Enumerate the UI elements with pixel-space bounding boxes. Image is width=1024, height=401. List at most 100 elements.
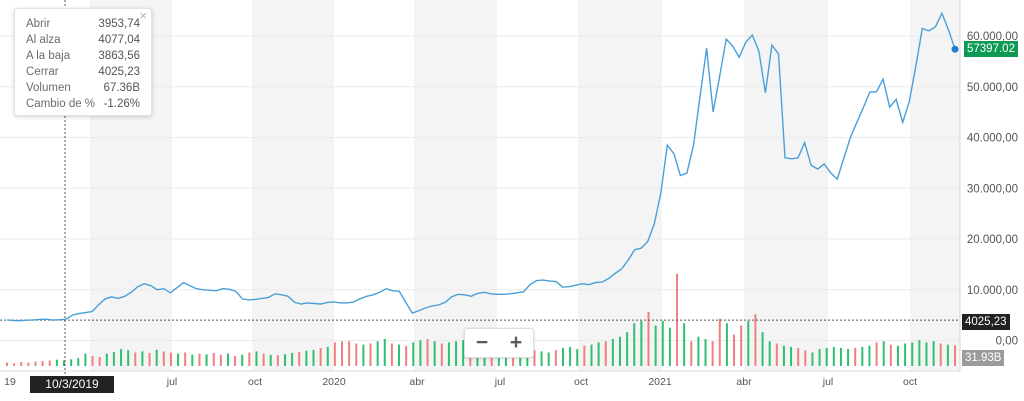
volume-bar bbox=[954, 345, 956, 366]
volume-bar bbox=[690, 341, 693, 366]
volume-bar bbox=[262, 353, 265, 366]
volume-bar bbox=[455, 341, 458, 366]
volume-bar bbox=[782, 345, 785, 366]
volume-bar bbox=[155, 349, 158, 366]
volume-bar bbox=[725, 323, 728, 366]
volume-bar bbox=[825, 348, 828, 366]
volume-bar bbox=[847, 349, 850, 366]
volume-bar bbox=[875, 342, 878, 366]
volume-bar bbox=[583, 345, 586, 366]
volume-bar bbox=[540, 351, 543, 366]
volume-bar bbox=[818, 349, 821, 366]
volume-bar bbox=[661, 321, 664, 366]
volume-bar bbox=[804, 350, 807, 366]
x-tick-label: jul bbox=[166, 376, 178, 388]
tooltip-row-change: Cambio de % -1.26% bbox=[26, 98, 140, 112]
volume-bar bbox=[576, 349, 579, 366]
volume-bar bbox=[868, 345, 871, 366]
volume-bar bbox=[911, 342, 914, 366]
volume-bar bbox=[20, 361, 23, 366]
volume-bar bbox=[747, 321, 750, 366]
volume-bar bbox=[932, 341, 935, 366]
tooltip-value: -1.26% bbox=[103, 98, 140, 110]
volume-bar bbox=[668, 327, 671, 366]
volume-bar bbox=[462, 340, 465, 366]
volume-bar bbox=[98, 357, 101, 366]
volume-bar bbox=[718, 318, 721, 366]
close-icon[interactable]: × bbox=[139, 8, 147, 23]
zoom-controls: − + bbox=[464, 328, 534, 358]
volume-bar bbox=[547, 352, 550, 366]
volume-bar bbox=[412, 342, 415, 366]
y-tick-label: 40.000,00 bbox=[967, 133, 1018, 145]
zoom-in-button[interactable]: + bbox=[509, 331, 523, 354]
zoom-out-button[interactable]: − bbox=[475, 331, 489, 354]
volume-bar bbox=[305, 350, 308, 366]
volume-bar bbox=[561, 348, 564, 366]
volume-bar bbox=[775, 343, 778, 366]
volume-bar bbox=[191, 354, 194, 366]
x-tick-label: jul bbox=[494, 376, 506, 388]
y-tick-label: 10.000,00 bbox=[967, 285, 1018, 297]
volume-bar bbox=[162, 351, 165, 366]
tooltip-row-low: A la baja 3863,56 bbox=[26, 50, 140, 64]
volume-bar bbox=[13, 363, 16, 366]
volume-bar bbox=[234, 355, 237, 366]
tooltip-value: 67.36B bbox=[103, 82, 140, 94]
volume-bar bbox=[711, 341, 714, 366]
volume-bar bbox=[283, 354, 286, 366]
tooltip-value: 4025,23 bbox=[98, 66, 140, 78]
volume-bar bbox=[177, 353, 180, 366]
volume-bar bbox=[440, 343, 443, 366]
tooltip-label: Cerrar bbox=[26, 66, 59, 78]
volume-bar bbox=[55, 359, 58, 366]
volume-bar bbox=[647, 312, 650, 366]
volume-bar bbox=[604, 341, 607, 366]
volume-bar bbox=[84, 353, 87, 366]
volume-bar bbox=[797, 348, 800, 366]
volume-bar bbox=[91, 355, 94, 366]
volume-bar bbox=[112, 352, 115, 366]
volume-bar bbox=[341, 341, 344, 366]
volume-bar bbox=[291, 352, 294, 366]
tooltip-label: Cambio de % bbox=[26, 98, 96, 110]
volume-bar bbox=[333, 342, 336, 366]
volume-bar bbox=[419, 340, 422, 366]
volume-bar bbox=[754, 314, 757, 366]
volume-bar bbox=[34, 361, 37, 366]
y-tick-label: 60.000,00 bbox=[967, 31, 1018, 43]
volume-bar bbox=[768, 341, 771, 366]
tooltip-row-volume: Volumen 67.36B bbox=[26, 82, 140, 96]
volume-bar bbox=[312, 349, 315, 366]
volume-bar bbox=[811, 352, 814, 366]
tooltip-label: Volumen bbox=[26, 82, 71, 94]
volume-bar bbox=[70, 359, 73, 366]
volume-bar bbox=[533, 350, 536, 366]
month-band bbox=[252, 0, 334, 371]
volume-bar bbox=[889, 344, 892, 366]
volume-bar bbox=[925, 342, 928, 366]
volume-bar bbox=[761, 332, 764, 366]
volume-bar bbox=[6, 362, 8, 366]
volume-bar bbox=[205, 354, 208, 366]
volume-bar bbox=[369, 343, 372, 366]
y-tick-label: 30.000,00 bbox=[967, 183, 1018, 195]
volume-bar bbox=[633, 323, 636, 366]
volume-bar bbox=[241, 354, 244, 366]
y-tick-label: 50.000,00 bbox=[967, 82, 1018, 94]
volume-bar bbox=[704, 339, 707, 366]
crosshair-price-badge: 4025,23 bbox=[962, 314, 1010, 330]
volume-bar bbox=[148, 352, 151, 366]
volume-bar bbox=[184, 352, 187, 366]
volume-bar bbox=[269, 354, 272, 366]
volume-bar bbox=[433, 341, 436, 366]
volume-bar bbox=[134, 352, 137, 366]
last-price-badge: 57397.02 bbox=[964, 41, 1018, 57]
month-band bbox=[910, 0, 960, 371]
volume-bar bbox=[226, 353, 229, 366]
volume-bar bbox=[141, 351, 144, 366]
tooltip-label: Abrir bbox=[26, 18, 51, 30]
month-band bbox=[414, 0, 497, 371]
crosshair-date-label: 10/3/2019 bbox=[30, 376, 114, 393]
